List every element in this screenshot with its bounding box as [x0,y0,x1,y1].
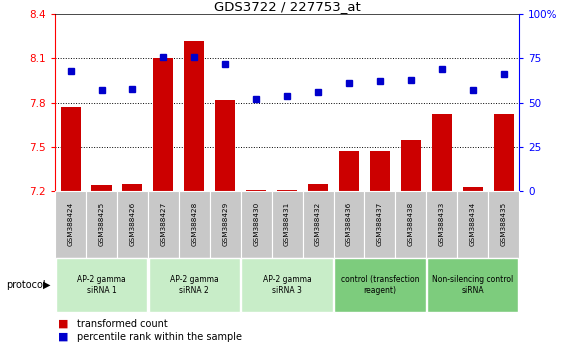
Bar [241,258,333,312]
Bar [334,258,426,312]
Text: ■: ■ [58,319,68,329]
Text: GSM388428: GSM388428 [191,201,197,246]
Text: ■: ■ [58,332,68,342]
Bar [86,191,117,258]
Text: GSM388427: GSM388427 [160,201,166,246]
Bar [56,258,147,312]
Bar [426,191,457,258]
Bar [432,114,452,191]
Text: GSM388424: GSM388424 [67,201,74,246]
Bar [271,191,303,258]
Text: transformed count: transformed count [77,319,167,329]
Text: AP-2 gamma
siRNA 1: AP-2 gamma siRNA 1 [77,275,126,295]
Bar [334,191,364,258]
Bar [148,258,240,312]
Bar [60,107,81,191]
Bar [339,152,359,191]
Bar [463,187,483,191]
Text: control (transfection
reagent): control (transfection reagent) [340,275,419,295]
Bar [308,184,328,191]
Bar [117,191,148,258]
Text: GSM388429: GSM388429 [222,201,229,246]
Bar [457,191,488,258]
Bar [364,191,396,258]
Bar [277,190,297,191]
Bar [370,152,390,191]
Text: GSM388433: GSM388433 [438,201,445,246]
Bar [153,58,173,191]
Bar [92,185,111,191]
Bar [246,190,266,191]
Text: Non-silencing control
siRNA: Non-silencing control siRNA [432,275,513,295]
Bar [122,184,143,191]
Text: GSM388430: GSM388430 [253,201,259,246]
Title: GDS3722 / 227753_at: GDS3722 / 227753_at [213,0,361,13]
Bar [215,100,235,191]
Bar [401,139,421,191]
Text: GSM388435: GSM388435 [501,201,507,246]
Bar [396,191,426,258]
Text: GSM388431: GSM388431 [284,201,290,246]
Text: GSM388438: GSM388438 [408,201,414,246]
Text: GSM388426: GSM388426 [129,201,136,246]
Text: protocol: protocol [6,280,45,290]
Bar [210,191,241,258]
Text: percentile rank within the sample: percentile rank within the sample [77,332,241,342]
Text: AP-2 gamma
siRNA 2: AP-2 gamma siRNA 2 [170,275,219,295]
Bar [148,191,179,258]
Bar [55,191,86,258]
Bar [427,258,519,312]
Text: GSM388436: GSM388436 [346,201,352,246]
Text: GSM388432: GSM388432 [315,201,321,246]
Bar [179,191,210,258]
Text: ▶: ▶ [43,280,50,290]
Bar [494,114,514,191]
Text: GSM388425: GSM388425 [99,201,104,246]
Text: AP-2 gamma
siRNA 3: AP-2 gamma siRNA 3 [263,275,311,295]
Bar [488,191,519,258]
Text: GSM388437: GSM388437 [377,201,383,246]
Bar [303,191,333,258]
Text: GSM388434: GSM388434 [470,201,476,246]
Bar [184,41,204,191]
Bar [241,191,271,258]
